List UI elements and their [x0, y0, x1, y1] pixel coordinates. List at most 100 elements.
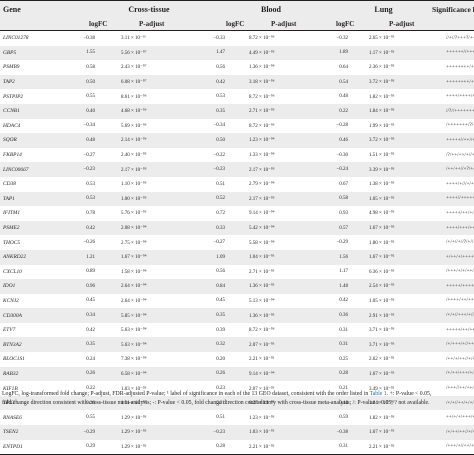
cross-tissue-padjust-cell: 2.43 × 10⁻⁰⁷	[121, 65, 147, 71]
lung-logfc-cell: 0.36	[313, 308, 367, 323]
gene-cell: PSMB9	[3, 64, 20, 71]
blood-padjust-cell: 1.36 × 10⁻⁰³	[247, 308, 314, 323]
lung-padjust-cell: 6.36 × 10⁻⁰³	[369, 269, 395, 275]
cross-tissue-logfc-cell: 0.58	[86, 64, 95, 70]
blood-padjust-cell: 3.18 × 10⁻⁰⁶	[247, 74, 314, 90]
gene-cell: RAB32	[0, 366, 59, 382]
cross-tissue-logfc-cell: 0.45	[86, 298, 95, 304]
lung-logfc-cell: −0.32	[336, 35, 349, 41]
blood-padjust-cell: 5.42 × 10⁻⁰⁴	[247, 220, 314, 236]
cross-tissue-logfc-cell: 0.53	[59, 191, 117, 207]
cross-tissue-padjust-cell: 5.63 × 10⁻⁰⁴	[117, 337, 189, 353]
cross-tissue-logfc-cell: 0.96	[59, 279, 117, 294]
gene-cell: TAP2	[0, 74, 59, 90]
blood-logfc-cell: 0.84	[189, 279, 247, 294]
lung-padjust-cell: 2.21 × 10⁻⁰³	[366, 439, 425, 455]
gene-cell: IFITM1	[3, 210, 21, 217]
lung-padjust-cell: 1.17 × 10⁻⁰²	[366, 45, 425, 61]
gene-cell: HDAC4	[3, 122, 21, 129]
blood-padjust-cell: 1.33 × 10⁻⁰⁴	[249, 153, 275, 159]
blood-padjust-cell: 2.79 × 10⁻⁰⁴	[249, 182, 275, 188]
cross-tissue-padjust-cell: 6.08 × 10⁻⁰⁷	[117, 74, 189, 90]
significance-label-cell: /+/++/+++/+/+	[424, 366, 474, 382]
blood-logfc-cell: 0.35	[189, 103, 247, 119]
table-row: ANKRD22 1.21 1.67 × 10⁻⁰⁴ 1.09 1.04 × 10⁻⁰³ 1…	[0, 249, 474, 265]
gene-cell: CXCL10	[3, 268, 22, 275]
lung-logfc-cell: 0.28	[313, 366, 367, 382]
blood-padjust-cell: 5.58 × 10⁻⁰⁴	[249, 240, 275, 246]
lung-padjust-cell: 3.72 × 10⁻⁰³	[366, 74, 425, 90]
header-significance: Significance label¹	[424, 0, 474, 17]
lung-padjust-cell: 3.71 × 10⁻⁰³	[369, 328, 395, 334]
lung-padjust-cell: 3.71 × 10⁻⁰³	[366, 337, 425, 353]
table-footnote: LogFC, log-transformed fold change; P-ad…	[2, 390, 472, 407]
table-1-link[interactable]: Table 1	[369, 391, 387, 397]
header-gene: Gene	[0, 0, 59, 17]
significance-label-cell: /+/+//++/+/+/	[424, 395, 474, 411]
blood-logfc-cell: 0.35	[189, 308, 247, 323]
lung-padjust-cell: 2.54 × 10⁻⁰³	[366, 279, 425, 294]
blood-logfc-cell: −0.27	[213, 240, 225, 246]
table-row: TAP1 0.53 1.00 × 10⁻⁰⁵ 0.52 2.17 × 10⁻⁰⁵ 0.58…	[0, 191, 474, 207]
table-row: SQOR 0.48 2.14 × 10⁻⁰⁶ 0.50 1.23 × 10⁻⁰⁴ 0.46…	[0, 133, 474, 148]
lung-logfc-cell: 0.22	[313, 103, 367, 119]
blood-logfc-cell: 0.51	[216, 415, 225, 421]
cross-tissue-padjust-cell: 2.14 × 10⁻⁰⁶	[117, 133, 189, 148]
significance-label-cell: //+//?+++?/++/	[446, 35, 474, 41]
cross-tissue-logfc-cell: 1.21	[59, 249, 117, 265]
table-row: CXCL10 0.89 1.58 × 10⁻⁰⁴ 0.56 2.71 × 10⁻⁰³ 1.…	[0, 265, 474, 280]
cross-tissue-padjust-cell: 1.58 × 10⁻⁰⁴	[121, 269, 147, 275]
cross-tissue-logfc-cell: 0.89	[86, 269, 95, 275]
lung-padjust-cell: 1.82 × 10⁻⁰³	[369, 94, 395, 100]
cross-tissue-padjust-cell: 8.61 × 10⁻⁰⁶	[121, 94, 147, 100]
lung-logfc-cell: 0.31	[313, 439, 367, 455]
gene-cell: TPX2	[0, 395, 59, 411]
gene-cell: IDO1	[0, 279, 59, 294]
lung-logfc-cell: 0.58	[313, 191, 367, 207]
table-row: BLOC1S1 0.24 7.38 × 10⁻⁰⁴ 0.20 2.21 × 10⁻⁰² 0…	[0, 352, 474, 367]
table-row: LINC00667 −0.23 2.17 × 10⁻⁰⁵ −0.23 2.17 × 10…	[0, 162, 474, 177]
cross-tissue-padjust-cell: 2.64 × 10⁻⁰⁴	[121, 298, 147, 304]
table-row: FKBP14 −0.27 2.40 × 10⁻⁰⁵ −0.22 1.33 × 10⁻⁰⁴…	[0, 148, 474, 163]
cross-tissue-padjust-cell: 2.75 × 10⁻⁰⁴	[121, 240, 147, 246]
gene-cell: GBP5	[0, 45, 59, 61]
blood-logfc-cell: 0.42	[189, 74, 247, 90]
blood-logfc-cell: 1.09	[189, 249, 247, 265]
blood-padjust-cell: 6.27 × 10⁻⁰²	[247, 395, 314, 411]
table-row: TSEN2 −0.29 1.29 × 10⁻⁰³ −0.23 1.03 × 10⁻⁰² −…	[0, 425, 474, 440]
significance-label-cell: +++++/++++/++	[424, 279, 474, 294]
blood-padjust-cell: 4.49 × 10⁻⁰⁵	[247, 45, 314, 61]
blood-logfc-cell: 0.26	[189, 366, 247, 382]
table-row: PSTPIP2 0.55 8.61 × 10⁻⁰⁶ 0.53 8.72 × 10⁻⁰⁶ 0…	[0, 89, 474, 104]
cross-tissue-logfc-cell: 0.55	[86, 94, 95, 100]
lung-padjust-cell: 4.98 × 10⁻⁰³	[369, 211, 395, 217]
lung-padjust-cell: 3.49 × 10⁻⁰²	[369, 386, 395, 392]
lung-padjust-cell: 1.38 × 10⁻⁰³	[369, 182, 395, 188]
lung-logfc-cell: 1.48	[313, 279, 367, 294]
lung-logfc-cell: 1.17	[339, 269, 349, 275]
header-ct-padjust: P-adjust	[117, 17, 189, 31]
blood-padjust-cell: 2.21 × 10⁻⁰³	[247, 439, 314, 455]
blood-padjust-cell: 1.36 × 10⁻⁰⁴	[249, 65, 275, 71]
cross-tissue-padjust-cell: 3.11 × 10⁻¹³	[121, 36, 146, 42]
cross-tissue-logfc-cell: −0.23	[59, 162, 117, 177]
blood-logfc-cell: −0.33	[213, 35, 225, 41]
significance-label-cell: /+++++++/?/++/	[446, 123, 474, 129]
gene-cell: KIF1B	[3, 385, 18, 392]
cross-tissue-logfc-cell: 0.48	[59, 133, 117, 148]
blood-padjust-cell: 8.72 × 10⁻⁰⁶	[249, 94, 275, 100]
table-row: KCNJ2 0.45 2.64 × 10⁻⁰⁴ 0.45 5.13 × 10⁻⁰⁴ 0.4…	[0, 294, 474, 309]
lung-logfc-cell: 0.48	[339, 94, 349, 100]
blood-padjust-cell: 9.14 × 10⁻⁰⁴	[247, 366, 314, 382]
significance-label-cell: ++++/+///+/+++	[446, 181, 474, 187]
gene-cell: KCNJ2	[3, 297, 19, 304]
significance-label-cell: /++/+/++//+/+	[446, 356, 474, 362]
table-row: RAB32 0.26 6.58 × 10⁻⁰⁴ 0.26 9.14 × 10⁻⁰⁴ 0.2…	[0, 366, 474, 382]
header-row-metrics: logFC P-adjust logFC P-adjust logFC P-ad…	[0, 17, 474, 31]
significance-label-cell: /+/+//+++/+//	[424, 308, 474, 323]
header-ct-logfc: logFC	[59, 17, 117, 31]
blood-padjust-cell: 2.07 × 10⁻⁰³	[249, 386, 275, 392]
lung-padjust-cell: 1.67 × 10⁻⁰²	[366, 366, 425, 382]
cross-tissue-padjust-cell: 1.03 × 10⁻⁰³	[121, 386, 147, 392]
cross-tissue-padjust-cell: 5.76 × 10⁻⁰⁵	[121, 211, 147, 217]
